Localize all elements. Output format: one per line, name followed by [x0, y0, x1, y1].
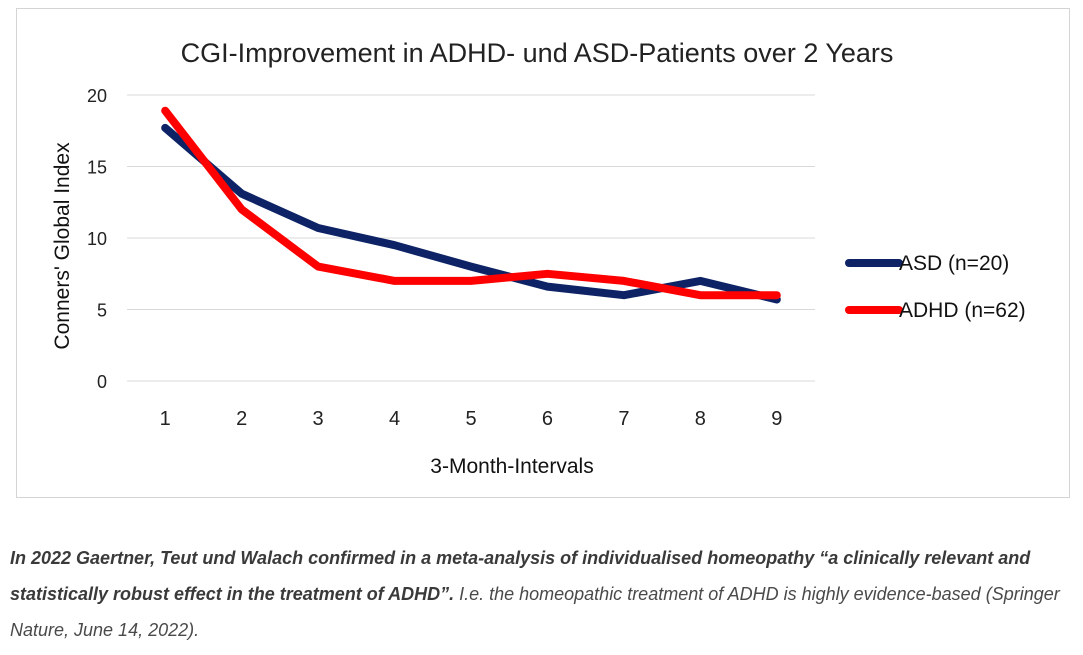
y-tick-label: 20 [87, 86, 107, 106]
x-tick-label: 5 [465, 408, 476, 430]
x-tick-label: 6 [542, 408, 553, 430]
y-axis-label: Conners' Global Index [51, 142, 74, 350]
y-tick-label: 10 [87, 229, 107, 249]
series-lines [161, 106, 781, 304]
x-axis-label: 3-Month-Intervals [430, 455, 593, 478]
x-tick-label: 7 [618, 408, 629, 430]
line-chart: 0 5 10 15 20 1 2 3 4 5 6 7 8 9 ASD (n=20) ADHD (n=62)… [51, 38, 1026, 478]
caption-normal: I.e. the homeopathic treatment of ADHD i… [10, 584, 1060, 640]
x-tick-labels: 1 2 3 4 5 6 7 8 9 [160, 408, 783, 430]
x-tick-label: 8 [695, 408, 706, 430]
x-tick-label: 3 [313, 408, 324, 430]
gridlines [127, 94, 815, 382]
caption: In 2022 Gaertner, Teut und Walach confir… [10, 540, 1060, 648]
x-tick-label: 2 [236, 408, 247, 430]
legend: ASD (n=20) ADHD (n=62) [845, 252, 1026, 322]
legend-label: ADHD (n=62) [899, 299, 1026, 322]
y-tick-label: 0 [97, 372, 107, 392]
y-tick-labels: 0 5 10 15 20 [87, 86, 107, 392]
caption-bold: In 2022 Gaertner, Teut und Walach confir… [10, 548, 1031, 604]
x-tick-label: 4 [389, 408, 400, 430]
series-line-asd [161, 123, 781, 304]
legend-label: ASD (n=20) [899, 252, 1009, 275]
x-tick-label: 9 [771, 408, 782, 430]
x-tick-label: 1 [160, 408, 171, 430]
chart-frame: 0 5 10 15 20 1 2 3 4 5 6 7 8 9 ASD (n=20) ADHD (n=62)… [16, 8, 1070, 498]
y-tick-label: 15 [87, 158, 107, 178]
series-line-adhd [161, 106, 781, 300]
y-tick-label: 5 [97, 301, 107, 321]
chart-title: CGI-Improvement in ADHD- und ASD-Patient… [181, 38, 894, 68]
